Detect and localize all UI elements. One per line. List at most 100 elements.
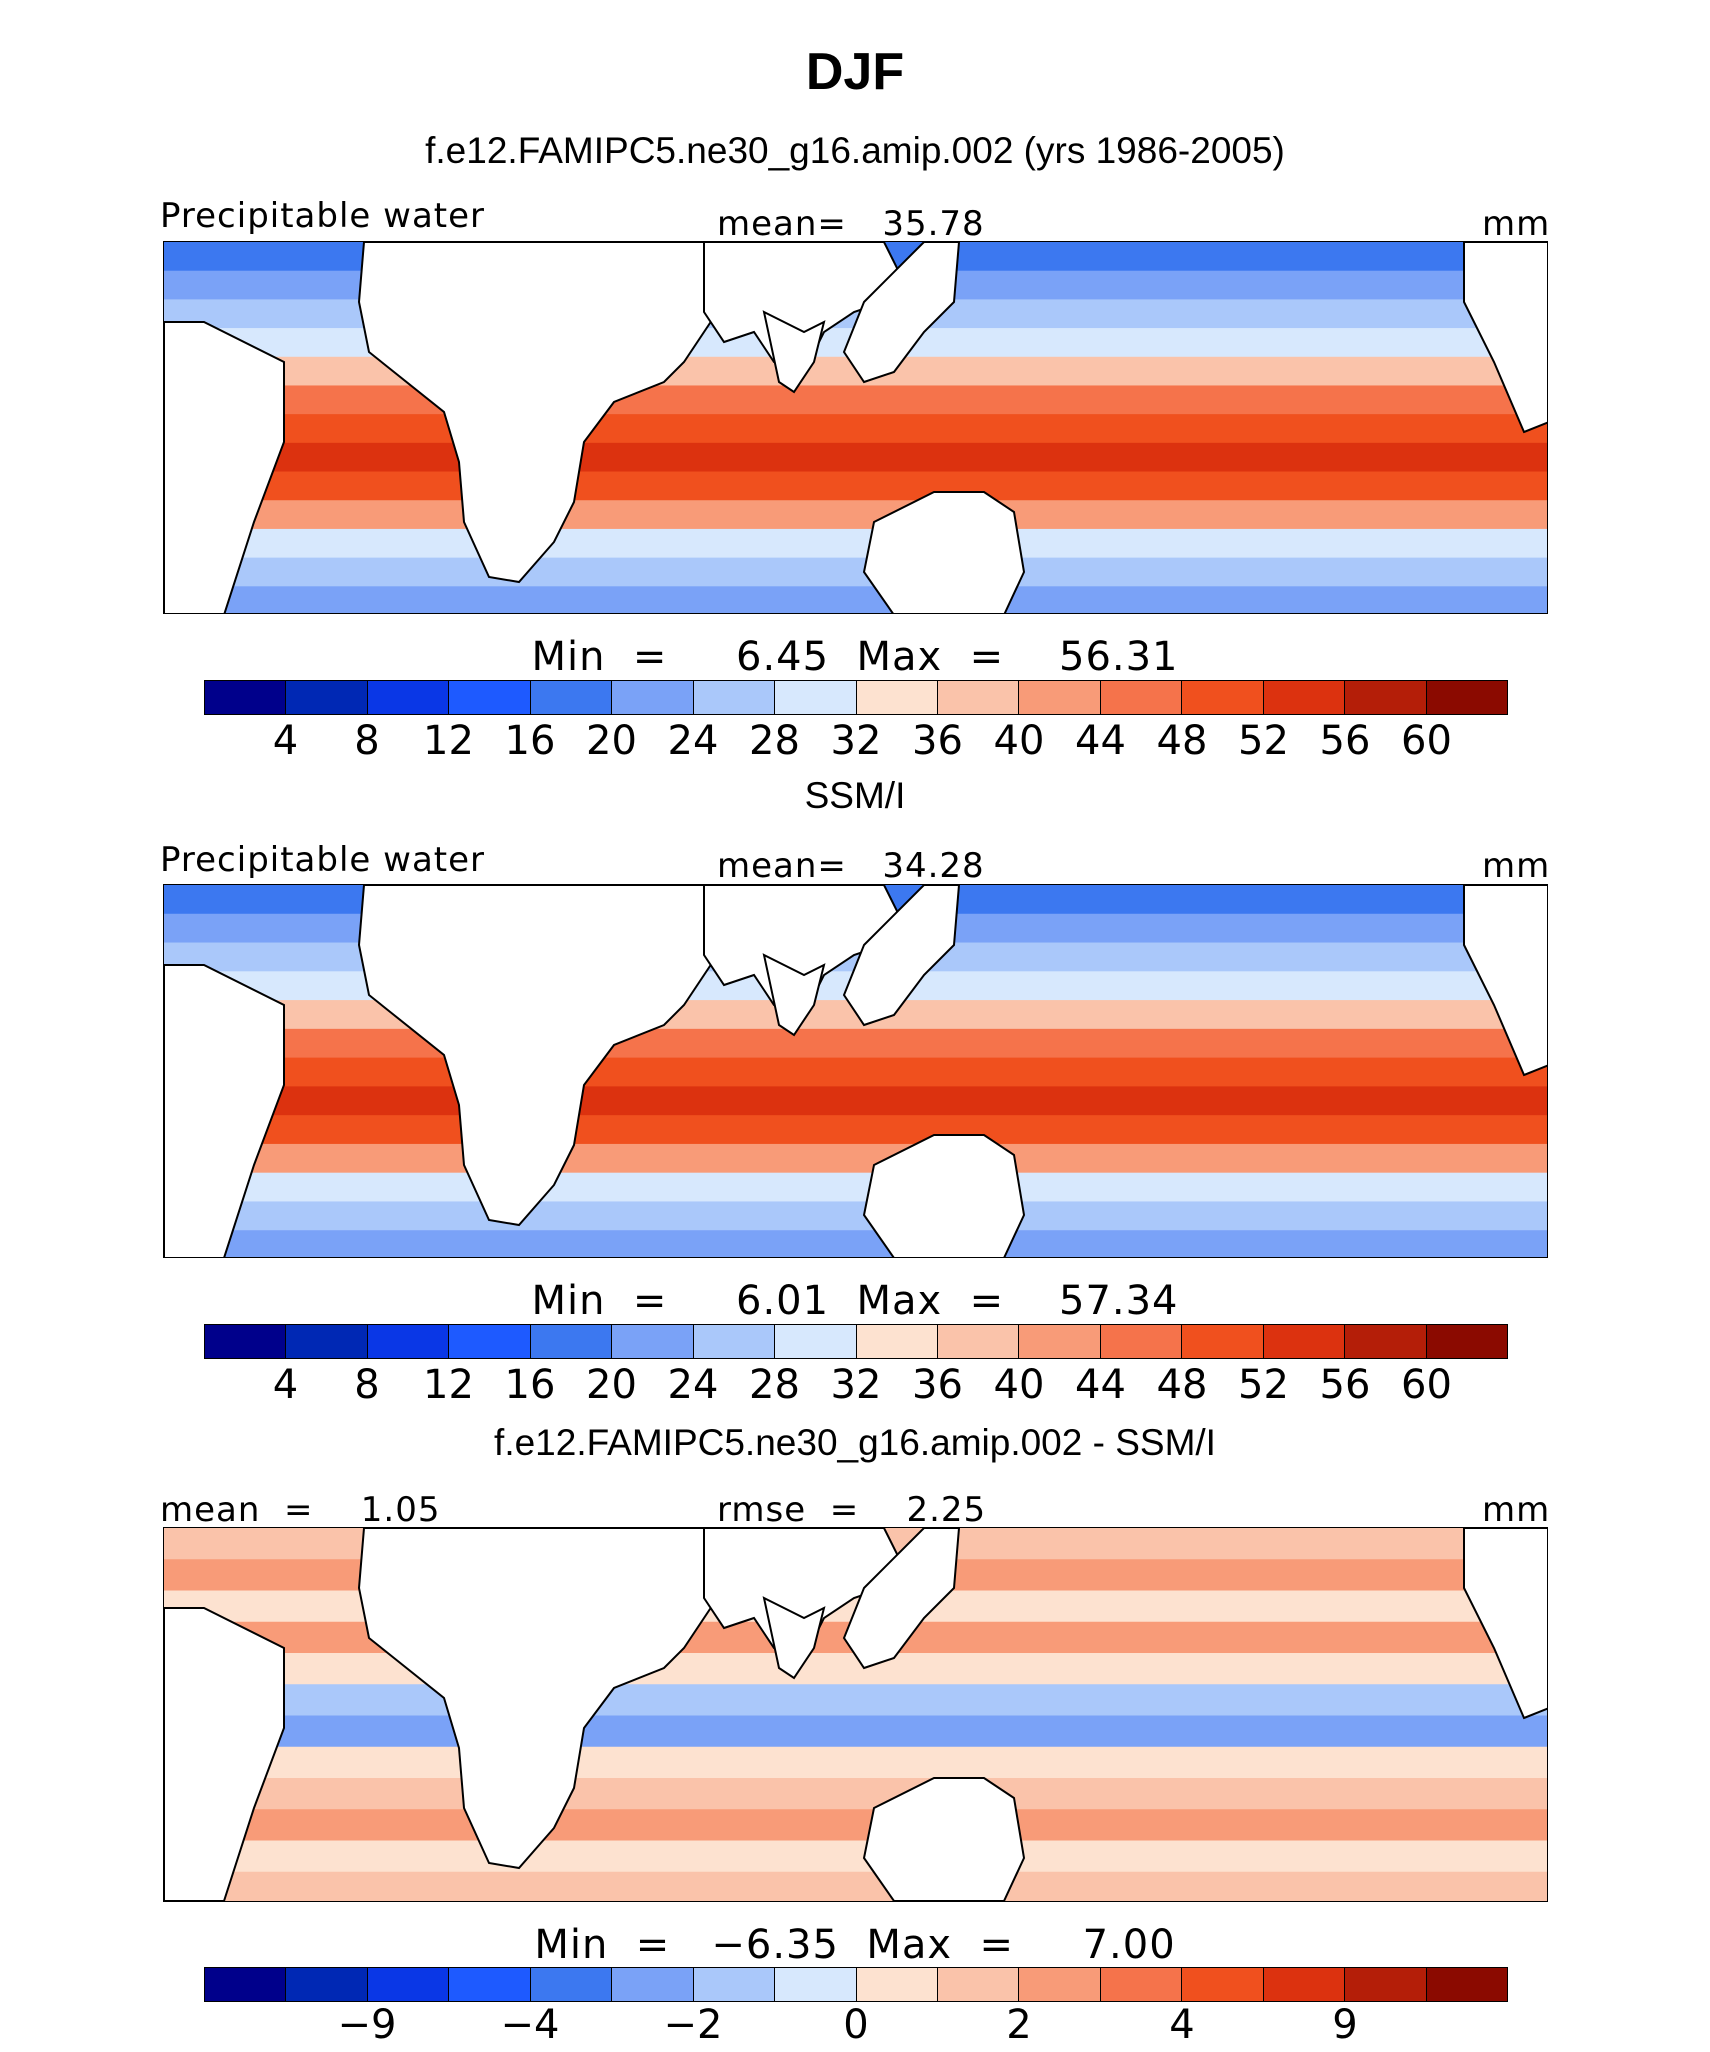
colorbar-tick-label: 48 <box>1156 718 1208 764</box>
colorbar-tick-label: 20 <box>586 718 637 764</box>
africa-landmass <box>357 1528 726 1870</box>
colorbar-tick-label: 28 <box>749 718 800 764</box>
field-band <box>164 586 1547 613</box>
panel-2-min-max: Min = 6.01 Max = 57.34 <box>531 1278 1179 1324</box>
colorbar-tick-label: 4 <box>1169 2002 1195 2048</box>
colorbar-box <box>367 1325 450 1358</box>
colorbar-box <box>1426 1968 1507 2001</box>
panel-3-title: f.e12.FAMIPC5.ne30_g16.amip.002 - SSM/I <box>494 1422 1216 1463</box>
colorbar-tick-label: 0 <box>843 2002 869 2048</box>
colorbar-tick-label: 12 <box>423 1362 474 1408</box>
field-band <box>164 1684 1547 1717</box>
colorbar-tick-label: 4 <box>272 718 299 764</box>
field-band <box>164 1840 1547 1873</box>
se-asia-landmass <box>842 1528 961 1670</box>
panel-1-title: f.e12.FAMIPC5.ne30_g16.amip.002 (yrs 198… <box>425 130 1285 171</box>
panel-3-mean-label: mean = 1.05 <box>160 1490 441 1530</box>
colorbar-box <box>775 681 857 714</box>
australia-landmass <box>862 1777 1026 1901</box>
colorbar-box <box>1100 1968 1183 2001</box>
north-america-landmass <box>1463 885 1547 1077</box>
colorbar-box <box>530 681 613 714</box>
field-band <box>164 1809 1547 1842</box>
panel-3-min-max: Min = −6.35 Max = 7.00 <box>534 1922 1176 1968</box>
colorbar-tick-label: 24 <box>667 718 719 764</box>
field-band <box>164 1746 1547 1779</box>
colorbar-tick-label: 28 <box>749 1362 800 1408</box>
panel-1-units: mm <box>1482 204 1551 244</box>
panel-2-title: SSM/I <box>804 775 906 816</box>
colorbar-tick-label: 52 <box>1238 718 1289 764</box>
field-band <box>164 414 1547 444</box>
panel-2-map <box>163 884 1548 1258</box>
colorbar-box <box>205 1325 287 1358</box>
colorbar-box <box>856 1325 938 1358</box>
colorbar-box <box>693 681 776 714</box>
africa-landmass <box>357 885 726 1227</box>
colorbar-tick-label: 44 <box>1075 718 1126 764</box>
colorbar-tick-label: 40 <box>993 718 1045 764</box>
field-band <box>164 1653 1547 1686</box>
field-band <box>164 1871 1547 1901</box>
colorbar-box <box>775 1325 857 1358</box>
africa-landmass <box>357 242 726 584</box>
south-america-landmass <box>164 1607 285 1901</box>
panel-2-colorbar <box>204 1324 1508 1359</box>
field-band <box>164 1143 1547 1174</box>
colorbar-tick-label: −4 <box>500 2002 560 2048</box>
colorbar-tick-label: −9 <box>337 2002 397 2048</box>
colorbar-box <box>1345 1968 1427 2001</box>
colorbar-tick-label: 16 <box>504 1362 556 1408</box>
colorbar-tick-label: 4 <box>272 1362 299 1408</box>
panel-3-rmse-label: rmse = 2.25 <box>717 1490 987 1530</box>
colorbar-tick-label: 24 <box>667 1362 719 1408</box>
panel-2-mean-label: mean= 34.28 <box>717 846 985 886</box>
panel-1-colorbar <box>204 680 1508 715</box>
colorbar-box <box>449 1968 531 2001</box>
south-america-landmass <box>164 964 285 1257</box>
colorbar-box <box>205 681 287 714</box>
india-landmass <box>762 1596 826 1680</box>
australia-landmass <box>862 1134 1026 1257</box>
south-america-landmass <box>164 321 285 613</box>
colorbar-box <box>367 1968 450 2001</box>
colorbar-box <box>286 1968 368 2001</box>
colorbar-box <box>937 1325 1020 1358</box>
colorbar-box <box>449 1325 531 1358</box>
field-band <box>164 1201 1547 1232</box>
colorbar-box <box>775 1968 857 2001</box>
colorbar-box <box>856 1968 938 2001</box>
field-band <box>164 1086 1547 1117</box>
colorbar-tick-label: 60 <box>1401 718 1452 764</box>
colorbar-box <box>286 681 368 714</box>
colorbar-box <box>1182 1968 1264 2001</box>
field-band <box>164 442 1547 473</box>
colorbar-tick-label: 40 <box>993 1362 1045 1408</box>
panel-2-variable-label: Precipitable water <box>160 840 486 880</box>
colorbar-box <box>693 1968 776 2001</box>
colorbar-box <box>1182 1325 1264 1358</box>
colorbar-tick-label: −2 <box>663 2002 723 2048</box>
colorbar-box <box>1019 1325 1101 1358</box>
panel-3-map-field <box>164 1528 1547 1901</box>
se-asia-landmass <box>842 242 961 384</box>
panel-1-colorbar-ticks: 4 8 12 16 20 24 28 32 36 40 44 48 52 56 60 <box>0 718 1710 768</box>
colorbar-box <box>1345 681 1427 714</box>
colorbar-box <box>1426 1325 1507 1358</box>
panel-1-map <box>163 241 1548 614</box>
panel-1-variable-label: Precipitable water <box>160 196 486 236</box>
colorbar-tick-label: 44 <box>1075 1362 1126 1408</box>
field-band <box>164 385 1547 416</box>
panel-2-map-field <box>164 885 1547 1257</box>
panel-3-units: mm <box>1482 1490 1551 1530</box>
colorbar-box <box>856 681 938 714</box>
colorbar-tick-label: 36 <box>912 1362 963 1408</box>
colorbar-box <box>1100 681 1183 714</box>
colorbar-box <box>1345 1325 1427 1358</box>
field-band <box>164 471 1547 502</box>
field-band <box>164 1115 1547 1145</box>
colorbar-box <box>1263 1325 1346 1358</box>
india-landmass <box>762 953 826 1037</box>
colorbar-box <box>1263 1968 1346 2001</box>
field-band <box>164 557 1547 588</box>
